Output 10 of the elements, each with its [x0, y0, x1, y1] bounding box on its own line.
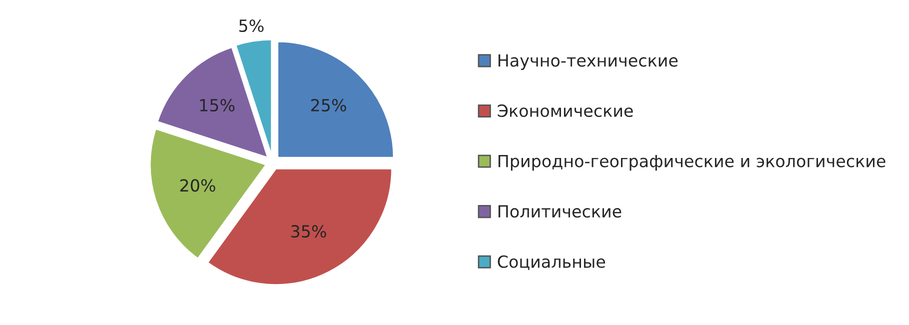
data-label: 5%: [239, 19, 264, 32]
legend-label: Научно-технические: [498, 54, 678, 70]
legend-label: Социальные: [498, 255, 606, 270]
legend-label: Экономические: [498, 104, 633, 118]
data-label: 20%: [180, 179, 216, 192]
data-label: 25%: [311, 98, 346, 112]
data-label: 35%: [291, 225, 326, 238]
data-label: 15%: [200, 98, 234, 112]
legend-label: Политические: [498, 205, 622, 218]
legend-label: Природно-географические и экологические: [498, 154, 886, 171]
